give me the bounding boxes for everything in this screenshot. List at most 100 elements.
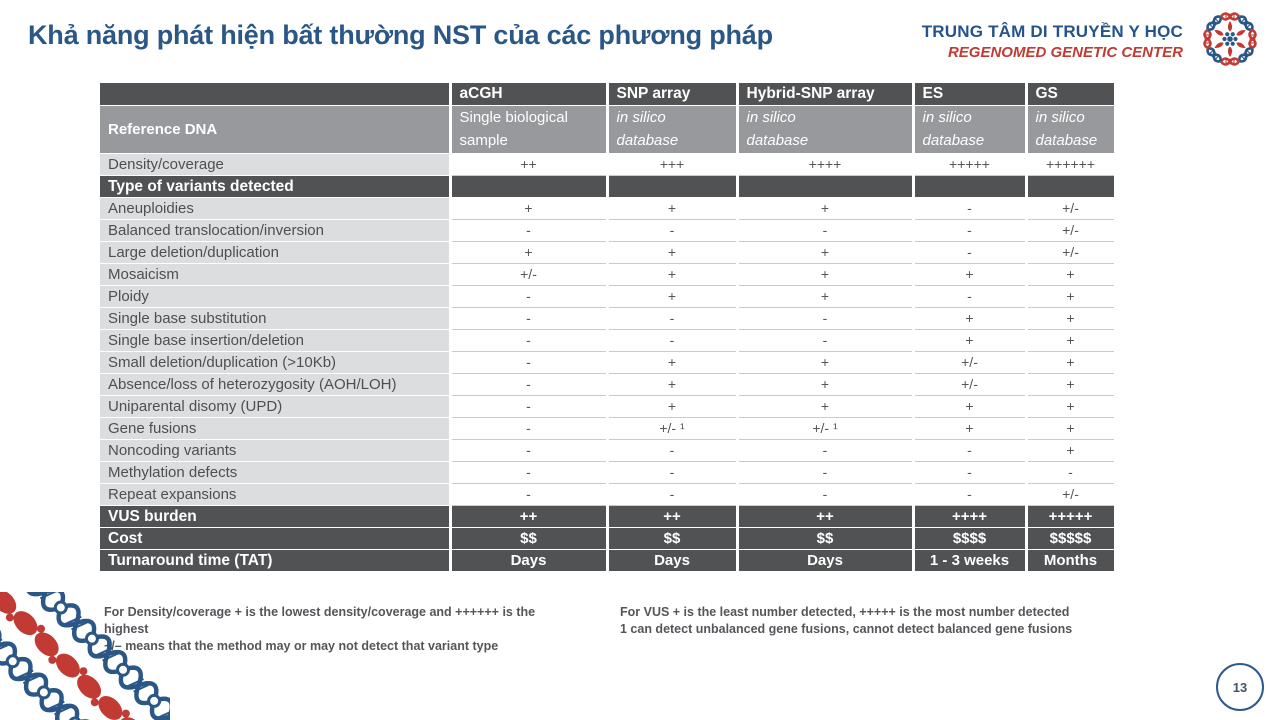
page-title: Khả năng phát hiện bất thường NST của cá… [28, 20, 773, 50]
value-cell: +/- [1026, 241, 1117, 264]
org-name: TRUNG TÂM DI TRUYỀN Y HỌC [921, 22, 1183, 41]
row-label: Methylation defects [100, 461, 452, 484]
value-cell: +/- [450, 263, 609, 286]
value-cell: Single biological sample [450, 105, 609, 154]
value-cell: + [1026, 395, 1117, 418]
value-cell: - [913, 461, 1028, 484]
value-cell [1026, 175, 1117, 198]
value-cell: +/- ¹ [607, 417, 739, 440]
value-cell: + [737, 395, 915, 418]
value-cell: - [450, 373, 609, 396]
value-cell: + [450, 197, 609, 220]
table-row: Aneuploidies + + + - +/- [100, 197, 1117, 220]
value-cell: + [1026, 263, 1117, 286]
row-label: Ploidy [100, 285, 452, 308]
value-cell: +/- [1026, 197, 1117, 220]
table-row: VUS burden ++ ++ ++ ++++ +++++ [100, 505, 1117, 528]
value-cell: - [450, 439, 609, 462]
page-number: 13 [1232, 679, 1248, 695]
value-cell: + [1026, 285, 1117, 308]
table-row: Repeat expansions - - - - +/- [100, 483, 1117, 506]
row-label: Reference DNA [100, 105, 452, 154]
table-row: Absence/loss of heterozygosity (AOH/LOH)… [100, 373, 1117, 396]
value-cell: - [607, 483, 739, 506]
value-cell: +++ [607, 153, 739, 176]
row-label: Single base substitution [100, 307, 452, 330]
row-label: Small deletion/duplication (>10Kb) [100, 351, 452, 374]
value-cell: - [913, 439, 1028, 462]
method-column-header: SNP array [607, 83, 739, 106]
value-cell: + [1026, 373, 1117, 396]
value-cell: + [607, 197, 739, 220]
value-cell: - [450, 417, 609, 440]
row-label: Turnaround time (TAT) [100, 549, 452, 572]
value-cell [737, 175, 915, 198]
org-block: TRUNG TÂM DI TRUYỀN Y HỌC REGENOMED GENE… [922, 21, 1183, 63]
value-cell: + [607, 351, 739, 374]
table-row: Turnaround time (TAT) Days Days Days 1 - 3 w… [100, 549, 1117, 572]
value-cell: - [450, 285, 609, 308]
footnote-vus: For VUS + is the least number detected, … [620, 605, 1070, 619]
value-cell: 1 - 3 weeks [913, 549, 1028, 572]
row-label: Aneuploidies [100, 197, 452, 220]
value-cell: +++++ [913, 153, 1028, 176]
value-cell: ++ [737, 505, 915, 528]
value-cell: + [737, 241, 915, 264]
value-cell: - [913, 219, 1028, 242]
table-row: Methylation defects - - - - - [100, 461, 1117, 484]
value-cell: + [1026, 351, 1117, 374]
value-cell: - [450, 329, 609, 352]
value-cell: ++++++ [1026, 153, 1117, 176]
value-cell: + [737, 197, 915, 220]
value-cell: - [1026, 461, 1117, 484]
value-cell: - [450, 461, 609, 484]
method-column-header: Hybrid-SNP array [737, 83, 915, 106]
value-cell: + [450, 241, 609, 264]
value-cell: +/- [1026, 483, 1117, 506]
value-cell: - [913, 241, 1028, 264]
value-cell: - [450, 307, 609, 330]
value-cell: +/- [913, 351, 1028, 374]
table-row: Uniparental disomy (UPD) - + + + + [100, 395, 1117, 418]
value-cell: - [450, 219, 609, 242]
value-cell: - [450, 395, 609, 418]
value-cell: - [607, 439, 739, 462]
value-cell: Days [450, 549, 609, 572]
value-cell: $$ [450, 527, 609, 550]
value-cell: + [607, 241, 739, 264]
value-cell: + [607, 373, 739, 396]
value-cell: in silico database [913, 105, 1028, 154]
value-cell: - [607, 219, 739, 242]
footnotes: For Density/coverage + is the lowest den… [104, 604, 1174, 664]
value-cell: + [1026, 329, 1117, 352]
value-cell: + [607, 285, 739, 308]
value-cell: ++ [607, 505, 739, 528]
value-cell: +/- [1026, 219, 1117, 242]
value-cell [450, 175, 609, 198]
table-row: Gene fusions - +/- ¹ +/- ¹ + + [100, 417, 1117, 440]
dna-decoration-icon [0, 592, 170, 720]
value-cell: - [913, 285, 1028, 308]
row-label: Large deletion/duplication [100, 241, 452, 264]
value-cell: in silico database [607, 105, 739, 154]
value-cell: Days [737, 549, 915, 572]
row-label: Density/coverage [100, 153, 452, 176]
table-row: Cost $$ $$ $$ $$$$ $$$$$ [100, 527, 1117, 550]
row-label: Type of variants detected [100, 175, 452, 198]
value-cell: ++ [450, 153, 609, 176]
value-cell: $$ [607, 527, 739, 550]
value-cell: in silico database [1026, 105, 1117, 154]
header-empty-cell [100, 83, 452, 106]
value-cell: in silico database [737, 105, 915, 154]
method-column-header: ES [913, 83, 1028, 106]
table-header-row: aCGH SNP array Hybrid-SNP array ES GS [100, 83, 1117, 106]
value-cell: - [737, 329, 915, 352]
value-cell: - [737, 307, 915, 330]
value-cell: ++ [450, 505, 609, 528]
table-row: Reference DNA Single biological sample in … [100, 105, 1117, 154]
table-row: Balanced translocation/inversion - - - - +/- [100, 219, 1117, 242]
row-label: Gene fusions [100, 417, 452, 440]
row-label: Noncoding variants [100, 439, 452, 462]
table-row: Single base substitution - - - + + [100, 307, 1117, 330]
